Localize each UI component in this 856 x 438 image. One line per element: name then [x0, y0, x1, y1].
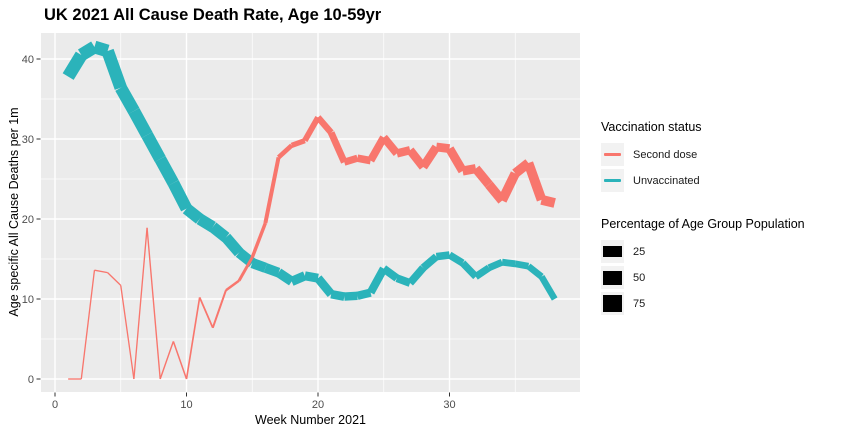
- size-25-swatch-icon: [603, 246, 622, 257]
- legend-size-key-25: [601, 240, 624, 263]
- legend-item-second-dose: Second dose: [601, 143, 851, 166]
- svg-text:0: 0: [28, 374, 34, 386]
- series-unvaccinated-line: [62, 40, 558, 301]
- svg-text:0: 0: [52, 399, 58, 411]
- legend-label-unvaccinated: Unvaccinated: [633, 174, 700, 187]
- svg-text:10: 10: [180, 399, 192, 411]
- svg-text:20: 20: [22, 214, 34, 226]
- legend-size-key-50: [601, 266, 624, 289]
- legend: Vaccination status Second dose Unvaccina…: [601, 120, 851, 318]
- legend-color-title: Vaccination status: [601, 120, 702, 134]
- legend-size-label-25: 25: [633, 245, 646, 258]
- unvaccinated-line-sample-icon: [604, 179, 621, 182]
- x-tick-labels: 0 10 20 30: [52, 399, 456, 411]
- plot-panel: [41, 33, 580, 392]
- legend-label-second-dose: Second dose: [633, 148, 698, 161]
- svg-text:40: 40: [22, 54, 34, 66]
- legend-size-item-25: 25: [601, 240, 851, 263]
- x-axis-title: Week Number 2021: [255, 413, 366, 427]
- axis-tick-marks: [36, 58, 450, 397]
- gridlines-minor: [41, 33, 580, 392]
- svg-text:10: 10: [22, 294, 34, 306]
- legend-size-item-50: 50: [601, 266, 851, 289]
- legend-size-item-75: 75: [601, 292, 851, 315]
- size-75-swatch-icon: [603, 295, 622, 312]
- svg-text:30: 30: [443, 399, 455, 411]
- svg-text:20: 20: [312, 399, 324, 411]
- legend-key-unvaccinated: [601, 169, 624, 192]
- gridlines-major: [41, 33, 580, 392]
- legend-item-unvaccinated: Unvaccinated: [601, 169, 851, 192]
- legend-size-label-75: 75: [633, 297, 646, 310]
- y-axis-title: Age specific All Cause Deaths per 1m: [7, 107, 21, 317]
- svg-text:30: 30: [22, 134, 34, 146]
- legend-size-title: Percentage of Age Group Population: [601, 217, 805, 231]
- legend-size-label-50: 50: [633, 271, 646, 284]
- second-dose-line-sample-icon: [604, 153, 621, 156]
- chart-title: UK 2021 All Cause Death Rate, Age 10-59y…: [44, 6, 382, 24]
- legend-size-key-75: [601, 292, 624, 315]
- series-second-dose-line: [68, 115, 556, 380]
- legend-key-second-dose: [601, 143, 624, 166]
- size-50-swatch-icon: [603, 270, 622, 285]
- y-tick-labels: 0 10 20 30 40: [22, 54, 34, 386]
